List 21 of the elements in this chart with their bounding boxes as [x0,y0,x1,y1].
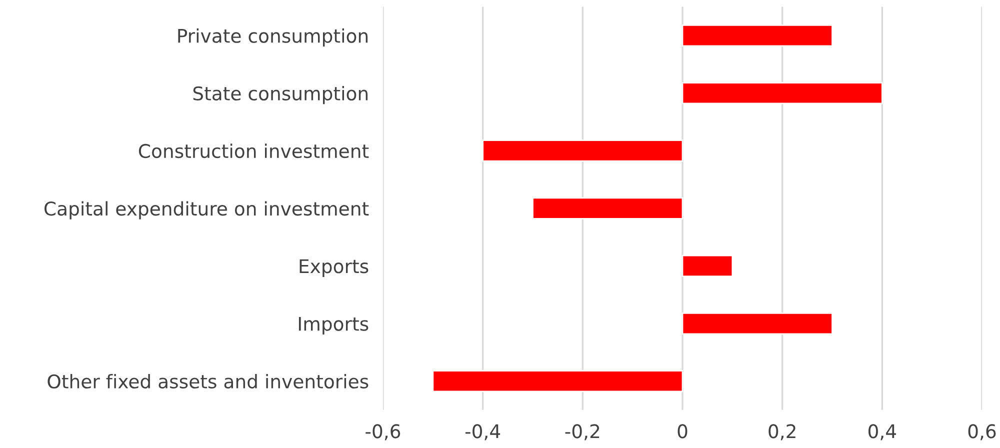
x-tick-label: -0,2 [565,424,600,440]
bar [532,197,684,220]
y-tick-label: Exports [300,259,368,277]
x-tick-label: 0,6 [968,424,996,440]
y-tick-label: State consumption [193,86,368,104]
x-tick-label: -0,4 [465,424,500,440]
y-tick-label: Private consumption [178,28,368,47]
bar [682,24,833,47]
x-tick-label: 0,2 [768,424,796,440]
bar [682,254,734,277]
bar [682,312,833,335]
bar [682,82,883,104]
y-tick-label: Other fixed assets and inventories [48,374,368,389]
x-tick-label: 0,4 [868,424,896,440]
y-tick-label: Imports [298,316,368,335]
bar [432,370,684,392]
x-tick-label: 0 [678,424,688,438]
y-tick-label: Construction investment [138,144,369,158]
y-tick-label: Capital expenditure on investment [44,201,369,220]
bar [482,140,684,162]
x-tick-label: -0,6 [366,424,400,440]
